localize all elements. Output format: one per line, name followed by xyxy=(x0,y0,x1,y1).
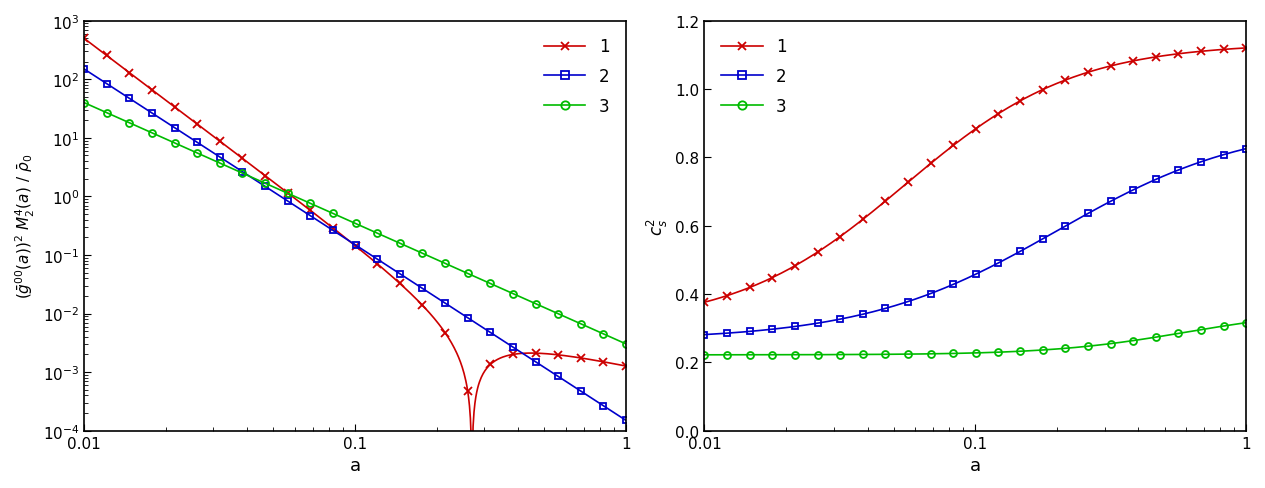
X-axis label: a: a xyxy=(349,456,361,474)
Y-axis label: $(\bar{g}^{00}(a))^2\ M_2^4(a)\ /\ \bar{\rho}_0$: $(\bar{g}^{00}(a))^2\ M_2^4(a)\ /\ \bar{… xyxy=(14,154,37,299)
Legend: 1, 2, 3: 1, 2, 3 xyxy=(535,30,617,124)
Y-axis label: $c_s^2$: $c_s^2$ xyxy=(645,217,669,235)
Legend: 1, 2, 3: 1, 2, 3 xyxy=(712,30,796,124)
X-axis label: a: a xyxy=(970,456,980,474)
